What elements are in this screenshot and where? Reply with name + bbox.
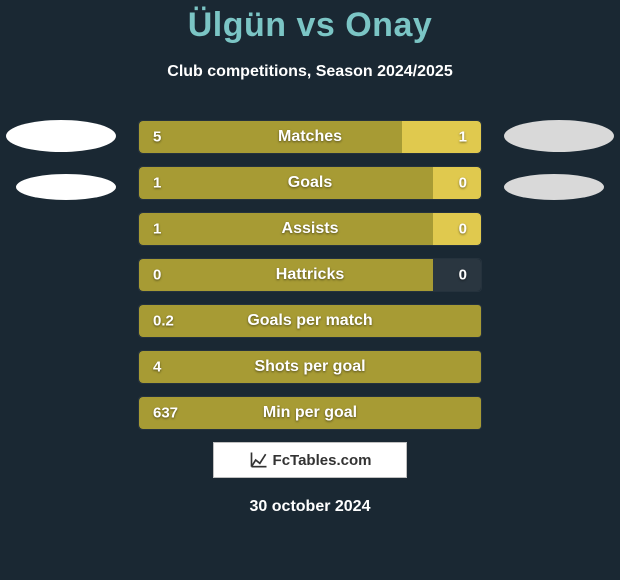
- player-left-avatar-2: [16, 174, 116, 200]
- comparison-bars: 5 1 Matches 1 0 Goals 1 0 Assists 0 0 Hattricks 0.2 G…: [138, 120, 482, 442]
- stat-label: Shots per goal: [254, 358, 365, 376]
- page-date: 30 october 2024: [250, 498, 371, 516]
- stat-bar-right: [433, 167, 481, 199]
- brand-name: FcTables.com: [273, 452, 372, 469]
- brand-footer: FcTables.com: [213, 442, 407, 478]
- stat-row: 0.2 Goals per match: [138, 304, 482, 338]
- stat-label: Goals per match: [247, 312, 372, 330]
- page-subtitle: Club competitions, Season 2024/2025: [0, 63, 620, 81]
- page-title: Ülgün vs Onay: [0, 0, 620, 45]
- stat-row: 1 0 Goals: [138, 166, 482, 200]
- stat-label: Min per goal: [263, 404, 357, 422]
- stat-label: Goals: [288, 174, 332, 192]
- stat-label: Assists: [282, 220, 339, 238]
- stat-label: Matches: [278, 128, 342, 146]
- stat-bar-left: [139, 121, 402, 153]
- player-right-avatar-2: [504, 174, 604, 200]
- player-right-avatar: [504, 120, 614, 152]
- stat-value-left: 1: [153, 221, 161, 238]
- stat-value-left: 1: [153, 175, 161, 192]
- stat-row: 0 0 Hattricks: [138, 258, 482, 292]
- stat-row: 1 0 Assists: [138, 212, 482, 246]
- stat-value-right: 0: [459, 221, 467, 238]
- stat-value-right: 1: [459, 129, 467, 146]
- stat-bar-right: [402, 121, 481, 153]
- stat-value-left: 4: [153, 359, 161, 376]
- player-left-avatar: [6, 120, 116, 152]
- brand-logo-icon: [249, 450, 269, 470]
- stat-bar-right: [433, 259, 481, 291]
- stat-value-right: 0: [459, 175, 467, 192]
- stat-value-right: 0: [459, 267, 467, 284]
- stat-value-left: 0: [153, 267, 161, 284]
- stat-value-left: 5: [153, 129, 161, 146]
- stat-row: 637 Min per goal: [138, 396, 482, 430]
- stat-row: 4 Shots per goal: [138, 350, 482, 384]
- stat-value-left: 637: [153, 405, 178, 422]
- stat-label: Hattricks: [276, 266, 344, 284]
- stat-value-left: 0.2: [153, 313, 174, 330]
- stat-bar-left: [139, 167, 433, 199]
- stat-row: 5 1 Matches: [138, 120, 482, 154]
- stat-bar-right: [433, 213, 481, 245]
